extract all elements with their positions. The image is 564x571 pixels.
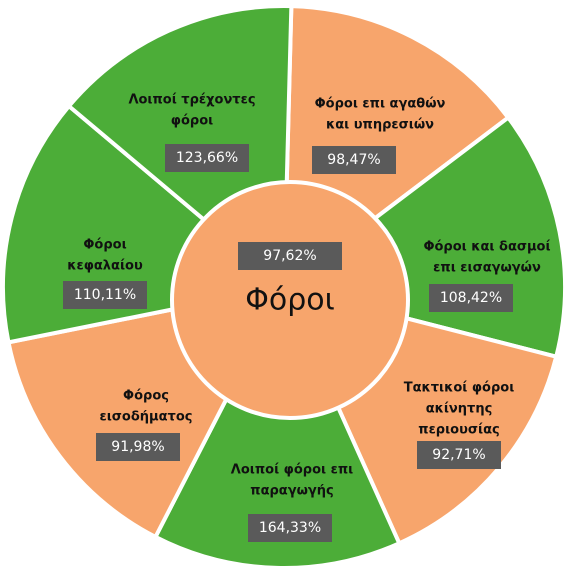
segment-label: Φόροι επι αγαθών	[315, 97, 446, 112]
segment-label: επι εισαγωγών	[433, 261, 541, 276]
segment-label: κεφαλαίου	[67, 259, 143, 274]
segment-label: Φόροι και δασμοί	[423, 240, 550, 255]
value-label: 98,47%	[327, 152, 380, 168]
segment-label: ακίνητης	[426, 402, 493, 417]
segment-label: εισοδήματος	[100, 410, 193, 425]
value-label: 91,98%	[111, 439, 164, 455]
value-box	[238, 242, 342, 270]
value-label: 164,33%	[259, 520, 321, 536]
value-label: 108,42%	[440, 290, 502, 306]
value-label: 97,62%	[263, 248, 316, 264]
value-box	[63, 281, 147, 309]
value-box	[248, 514, 332, 542]
value-box	[312, 146, 396, 174]
segment-label: Φόροι	[83, 238, 126, 253]
value-label: 123,66%	[176, 150, 238, 166]
segment-label: Λοιποί φόροι επι	[231, 463, 353, 478]
segment-label: περιουσίας	[418, 423, 499, 438]
segment-label: Φόρος	[123, 389, 169, 404]
center-label: Φόροι	[245, 283, 335, 318]
center-circle	[170, 180, 410, 420]
segment-label: φόροι	[171, 114, 213, 129]
segment-label: παραγωγής	[250, 484, 333, 499]
segment-label: και υπηρεσιών	[326, 118, 434, 133]
value-label: 92,71%	[432, 447, 485, 463]
value-label: 110,11%	[74, 287, 136, 303]
value-box	[429, 284, 513, 312]
segment-label: Λοιποί τρέχοντες	[128, 93, 255, 108]
value-box	[96, 433, 180, 461]
segment	[152, 282, 402, 570]
value-box	[417, 441, 501, 469]
segment-label: Τακτικοί φόροι	[404, 381, 515, 396]
value-box	[165, 144, 249, 172]
